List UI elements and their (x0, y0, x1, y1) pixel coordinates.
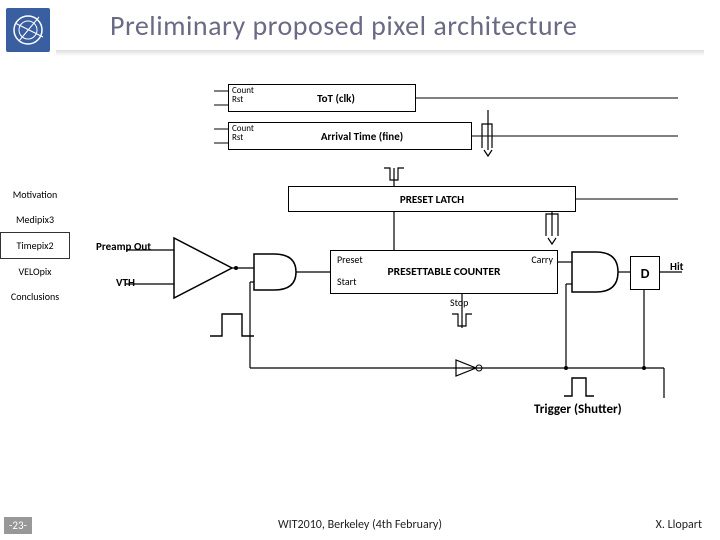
preset-port-label: Preset (337, 253, 363, 266)
nav-item-motivation[interactable]: Motivation (0, 182, 70, 207)
tot-title: ToT (clk) (317, 92, 355, 105)
trigger-shutter-label: Trigger (Shutter) (534, 402, 622, 417)
tot-counter-box: Count Rst ToT (clk) (228, 84, 416, 112)
preamp-out-label: Preamp Out (96, 240, 151, 253)
carry-port-label: Carry (531, 253, 553, 266)
stop-port-label: Stop (450, 296, 468, 309)
nav-sidebar: Motivation Medipix3 Timepix2 VELOpix Con… (0, 182, 70, 309)
tot-rst-label: Rst (232, 95, 254, 104)
start-port-label: Start (337, 275, 356, 288)
preset-latch-box: PRESET LATCH (288, 186, 576, 212)
hit-label: Hit (670, 260, 683, 273)
footer-conference: WIT2010, Berkeley (4th February) (0, 518, 720, 532)
d-flipflop-box: D (630, 256, 660, 290)
architecture-diagram: Count Rst ToT (clk) Count Rst Arrival Ti… (78, 78, 698, 458)
arrival-time-box: Count Rst Arrival Time (fine) (228, 122, 472, 150)
title-underline-shadow (56, 50, 704, 56)
arrival-title: Arrival Time (fine) (321, 130, 403, 143)
cern-logo (6, 8, 50, 52)
d-flipflop-title: D (641, 265, 650, 282)
page-title: Preliminary proposed pixel architecture (110, 8, 577, 43)
presettable-counter-box: Preset Start PRESETTABLE COUNTER Carry (330, 250, 558, 294)
preset-latch-title: PRESET LATCH (400, 193, 464, 206)
arrival-rst-label: Rst (232, 133, 254, 142)
nav-item-conclusions[interactable]: Conclusions (0, 284, 70, 309)
vth-label: VTH (116, 276, 135, 289)
nav-item-velopix[interactable]: VELOpix (0, 259, 70, 284)
nav-item-timepix2[interactable]: Timepix2 (0, 232, 70, 259)
footer-author: X. Llopart (656, 518, 702, 532)
presettable-counter-title: PRESETTABLE COUNTER (388, 265, 501, 279)
nav-item-medipix3[interactable]: Medipix3 (0, 207, 70, 232)
